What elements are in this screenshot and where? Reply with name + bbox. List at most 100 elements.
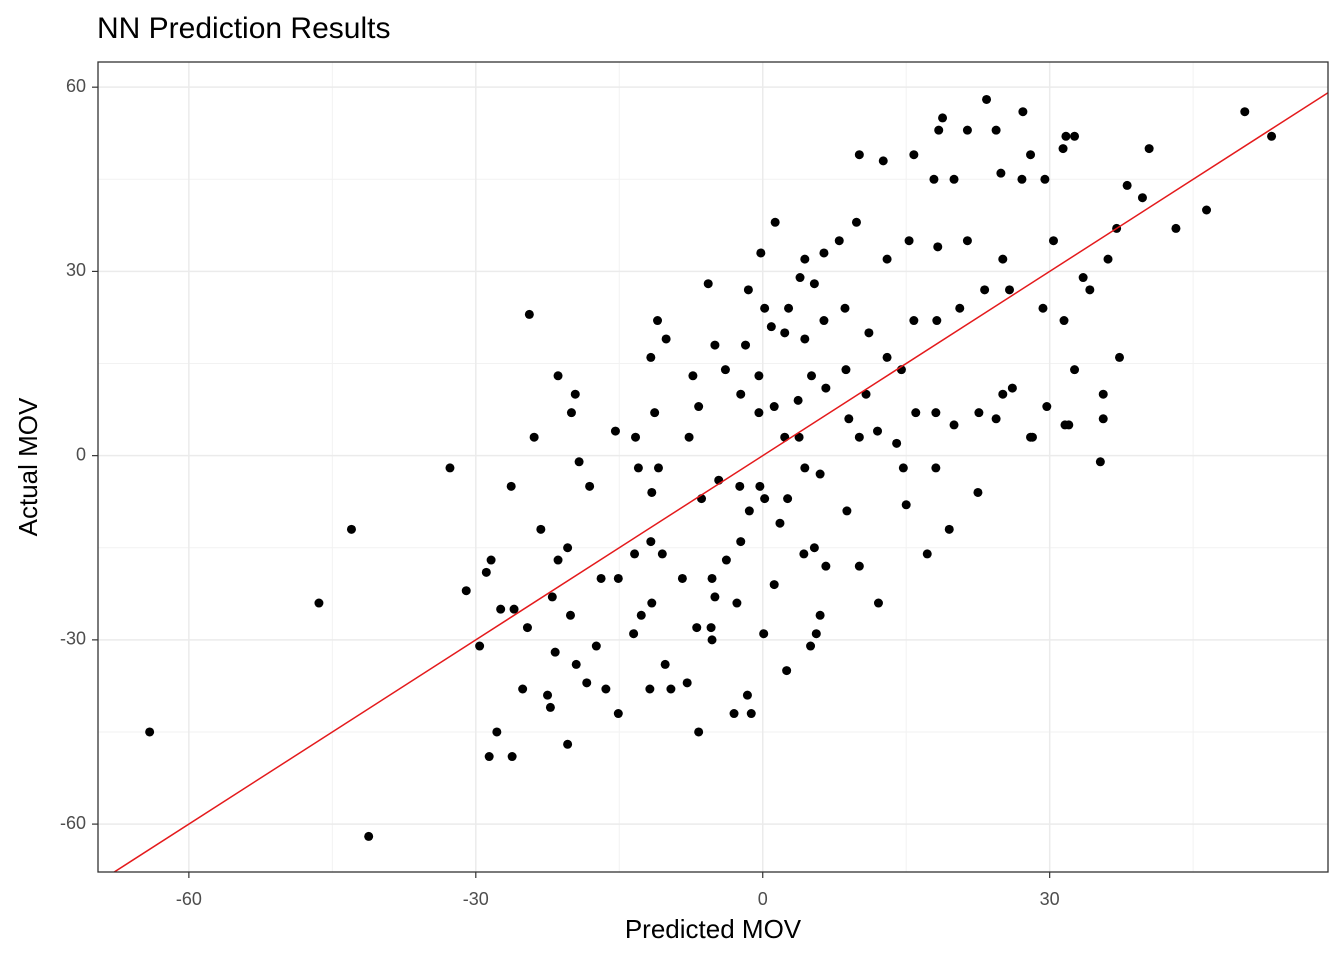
point — [760, 494, 770, 504]
point — [721, 555, 731, 565]
point — [1098, 389, 1108, 399]
point — [1171, 223, 1181, 233]
point — [819, 316, 829, 326]
y-tick-label: 60 — [66, 76, 86, 96]
point — [492, 727, 502, 737]
point — [861, 389, 871, 399]
point — [800, 334, 810, 344]
point — [629, 629, 639, 639]
point — [570, 389, 580, 399]
point — [710, 340, 720, 350]
point — [631, 432, 641, 442]
point — [854, 432, 864, 442]
point — [938, 113, 948, 123]
point — [769, 580, 779, 590]
point — [694, 402, 704, 412]
point — [596, 573, 606, 583]
point — [647, 487, 657, 497]
point — [684, 432, 694, 442]
point — [800, 463, 810, 473]
point — [909, 150, 919, 160]
point — [545, 702, 555, 712]
point — [1048, 236, 1058, 246]
point — [445, 463, 455, 473]
point — [821, 383, 831, 393]
point — [736, 389, 746, 399]
point — [692, 623, 702, 633]
point — [834, 236, 844, 246]
point — [1018, 107, 1028, 117]
point — [844, 414, 854, 424]
point — [1122, 180, 1132, 190]
point — [650, 408, 660, 418]
point — [819, 248, 829, 258]
point — [646, 537, 656, 547]
point — [809, 279, 819, 289]
point — [821, 561, 831, 571]
point — [1061, 131, 1071, 141]
point — [815, 469, 825, 479]
point — [346, 524, 356, 534]
point — [585, 481, 595, 491]
point — [565, 610, 575, 620]
point — [613, 573, 623, 583]
point — [571, 659, 581, 669]
point — [636, 610, 646, 620]
point — [780, 328, 790, 338]
point — [553, 371, 563, 381]
point — [1114, 352, 1124, 362]
point — [529, 432, 539, 442]
point — [851, 217, 861, 227]
point — [1137, 193, 1147, 203]
point — [633, 463, 643, 473]
point — [760, 303, 770, 313]
point — [962, 236, 972, 246]
point — [657, 549, 667, 559]
x-tick-label: -30 — [463, 889, 489, 909]
point — [878, 156, 888, 166]
point — [630, 549, 640, 559]
point — [1005, 285, 1015, 295]
point — [998, 389, 1008, 399]
point — [741, 340, 751, 350]
point — [582, 678, 592, 688]
chart-title: NN Prediction Results — [97, 12, 390, 45]
point — [991, 125, 1001, 135]
point — [647, 598, 657, 608]
y-tick-label: 30 — [66, 260, 86, 280]
point — [484, 752, 494, 762]
point — [799, 549, 809, 559]
point — [841, 365, 851, 375]
point — [864, 328, 874, 338]
point — [735, 481, 745, 491]
plot-area — [112, 92, 1328, 872]
point — [898, 463, 908, 473]
point — [806, 641, 816, 651]
point — [998, 254, 1008, 264]
point — [759, 629, 769, 639]
reference-line — [112, 92, 1328, 872]
point — [1267, 131, 1277, 141]
point — [591, 641, 601, 651]
y-tick-label: 0 — [76, 444, 86, 464]
point — [732, 598, 742, 608]
point — [475, 641, 485, 651]
point — [653, 316, 663, 326]
point — [955, 303, 965, 313]
point — [145, 727, 155, 737]
point — [1007, 383, 1017, 393]
point — [766, 322, 776, 332]
point — [707, 635, 717, 645]
point — [364, 831, 374, 841]
point — [854, 150, 864, 160]
point — [944, 524, 954, 534]
point — [933, 242, 943, 252]
point — [1070, 131, 1080, 141]
point — [314, 598, 324, 608]
point — [1144, 144, 1154, 154]
point — [553, 555, 563, 565]
point — [934, 125, 944, 135]
point — [653, 463, 663, 473]
point — [481, 567, 491, 577]
point — [536, 524, 546, 534]
